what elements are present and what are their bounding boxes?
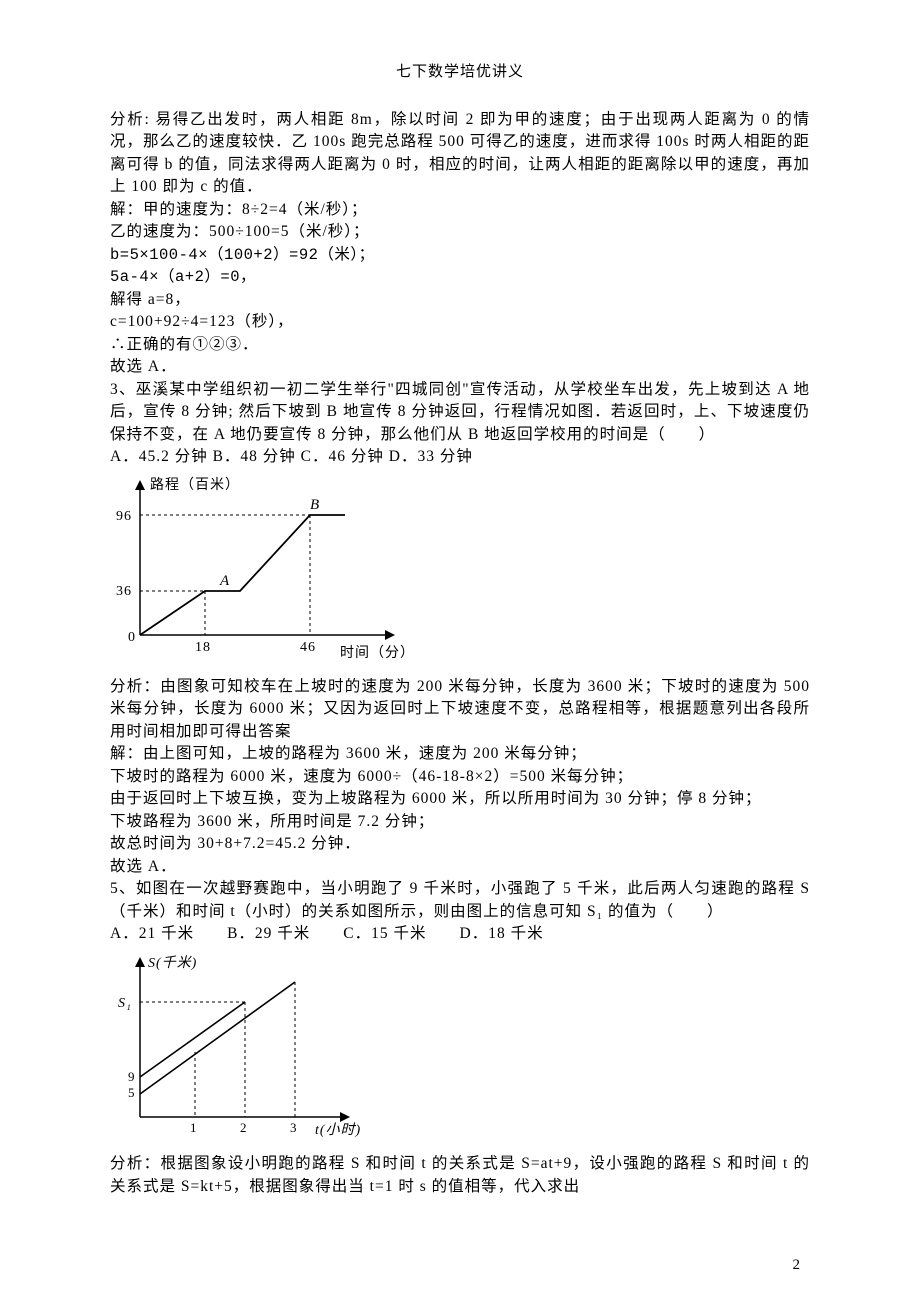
p3-sol: 下坡时的路程为 6000 米，速度为 6000÷（46-18-8×2）=500 … xyxy=(110,766,810,788)
p3-sol: 解：由上图可知，上坡的路程为 3600 米，速度为 200 米每分钟； xyxy=(110,743,810,765)
p2-step: b=5×100-4×（100+2）=92（米）； xyxy=(110,244,810,266)
chart-svg-p3: 路程（百米） 时间（分） 0 36 96 18 46 A B xyxy=(110,475,430,665)
y-arrow-icon xyxy=(135,957,145,967)
p3-options: A．45.2 分钟 B．48 分钟 C．46 分钟 D．33 分钟 xyxy=(110,446,810,468)
tick-3: 3 xyxy=(290,1120,298,1135)
y-axis-label: 路程（百米） xyxy=(150,477,240,493)
tick-1: 1 xyxy=(190,1120,198,1135)
y-arrow-icon xyxy=(135,480,145,490)
p3-sol: 故选 A． xyxy=(110,856,810,878)
p3-chart: 路程（百米） 时间（分） 0 36 96 18 46 A B xyxy=(110,475,810,672)
page-number: 2 xyxy=(793,1257,801,1274)
tick-96: 96 xyxy=(116,509,132,524)
s1-label: S₁ xyxy=(118,996,132,1011)
p2-step: 解：甲的速度为：8÷2=4（米/秒）； xyxy=(110,199,810,221)
header-title: 七下数学培优讲义 xyxy=(396,64,524,80)
tick-9: 9 xyxy=(128,1069,136,1084)
x-axis-label: t(小时) xyxy=(315,1122,361,1138)
chart-line-ming xyxy=(140,1002,245,1077)
chart-line xyxy=(140,515,345,635)
chart-line-qiang xyxy=(140,982,295,1094)
y-axis-label: S(千米) xyxy=(148,955,197,971)
tick-36: 36 xyxy=(116,584,132,599)
tick-46: 46 xyxy=(300,640,316,655)
chart-svg-p5: S(千米) t(小时) 5 9 S₁ 1 2 3 xyxy=(110,952,380,1142)
page-header: 七下数学培优讲义 xyxy=(110,60,810,81)
p5-chart: S(千米) t(小时) 5 9 S₁ 1 2 3 xyxy=(110,952,810,1149)
x-arrow-icon xyxy=(385,630,395,640)
p3-sol: 下坡路程为 3600 米，所用时间是 7.2 分钟； xyxy=(110,811,810,833)
p3-stem: 3、巫溪某中学组织初一初二学生举行"四城同创"宣传活动，从学校坐车出发，先上坡到… xyxy=(110,379,810,446)
point-B-label: B xyxy=(310,497,320,513)
tick-18: 18 xyxy=(195,640,211,655)
document-body: 分析: 易得乙出发时，两人相距 8m，除以时间 2 即为甲的速度；由于出现两人距… xyxy=(110,109,810,1198)
tick-5: 5 xyxy=(128,1085,136,1100)
page: 七下数学培优讲义 分析: 易得乙出发时，两人相距 8m，除以时间 2 即为甲的速… xyxy=(0,0,920,1302)
p5-analysis: 分析：根据图象设小明跑的路程 S 和时间 t 的关系式是 S=at+9，设小强跑… xyxy=(110,1153,810,1198)
p3-analysis: 分析：由图象可知校车在上坡时的速度为 200 米每分钟，长度为 3600 米；下… xyxy=(110,676,810,743)
p2-step: ∴正确的有①②③． xyxy=(110,334,810,356)
p2-step: 故选 A． xyxy=(110,356,810,378)
tick-0: 0 xyxy=(128,630,136,645)
p2-step: 乙的速度为：500÷100=5（米/秒）； xyxy=(110,221,810,243)
p2-analysis: 分析: 易得乙出发时，两人相距 8m，除以时间 2 即为甲的速度；由于出现两人距… xyxy=(110,109,810,199)
x-arrow-icon xyxy=(340,1112,350,1122)
p3-sol: 由于返回时上下坡互换，变为上坡路程为 6000 米，所以所用时间为 30 分钟；… xyxy=(110,788,810,810)
p3-sol: 故总时间为 30+8+7.2=45.2 分钟． xyxy=(110,833,810,855)
point-A-label: A xyxy=(219,573,230,589)
p5-stem: 5、如图在一次越野赛跑中，当小明跑了 9 千米时，小强跑了 5 千米，此后两人匀… xyxy=(110,878,810,923)
x-axis-label: 时间（分） xyxy=(340,645,415,661)
p2-step: c=100+92÷4=123（秒）， xyxy=(110,311,810,333)
p2-step: 5a-4×（a+2）=0， xyxy=(110,266,810,288)
tick-2: 2 xyxy=(240,1120,248,1135)
p2-step: 解得 a=8， xyxy=(110,289,810,311)
p5-options: A．21 千米 B．29 千米 C．15 千米 D．18 千米 xyxy=(110,923,810,945)
